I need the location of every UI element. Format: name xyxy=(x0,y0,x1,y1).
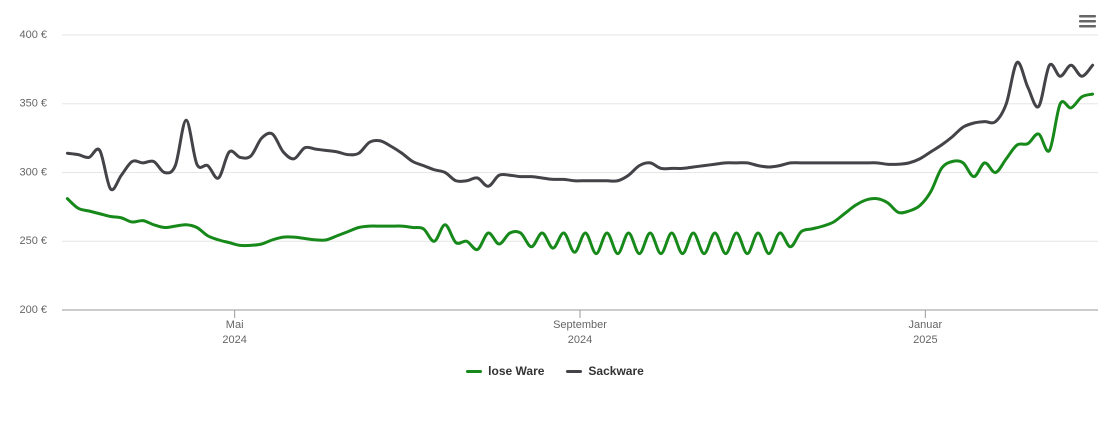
y-tick-label: 250 € xyxy=(19,235,47,247)
series-line xyxy=(65,60,1095,192)
menu-icon[interactable] xyxy=(1079,15,1096,28)
legend-swatch xyxy=(566,369,583,373)
legend-swatch xyxy=(466,369,483,373)
y-tick-label: 400 € xyxy=(19,29,47,41)
legend-label: lose Ware xyxy=(488,364,545,378)
legend-item[interactable]: Sackware xyxy=(566,364,644,378)
x-tick-label: Mai 2024 xyxy=(222,319,247,346)
y-tick-label: 300 € xyxy=(19,166,47,178)
legend-item[interactable]: lose Ware xyxy=(466,364,544,378)
y-tick-label: 200 € xyxy=(19,304,47,316)
x-tick-label: Januar 2025 xyxy=(908,319,943,346)
x-tick-label: September 2024 xyxy=(553,319,607,346)
series-line xyxy=(65,92,1095,256)
y-tick-label: 350 € xyxy=(19,98,47,110)
legend-label: Sackware xyxy=(588,364,644,378)
legend: lose Ware Sackware xyxy=(0,364,1110,378)
